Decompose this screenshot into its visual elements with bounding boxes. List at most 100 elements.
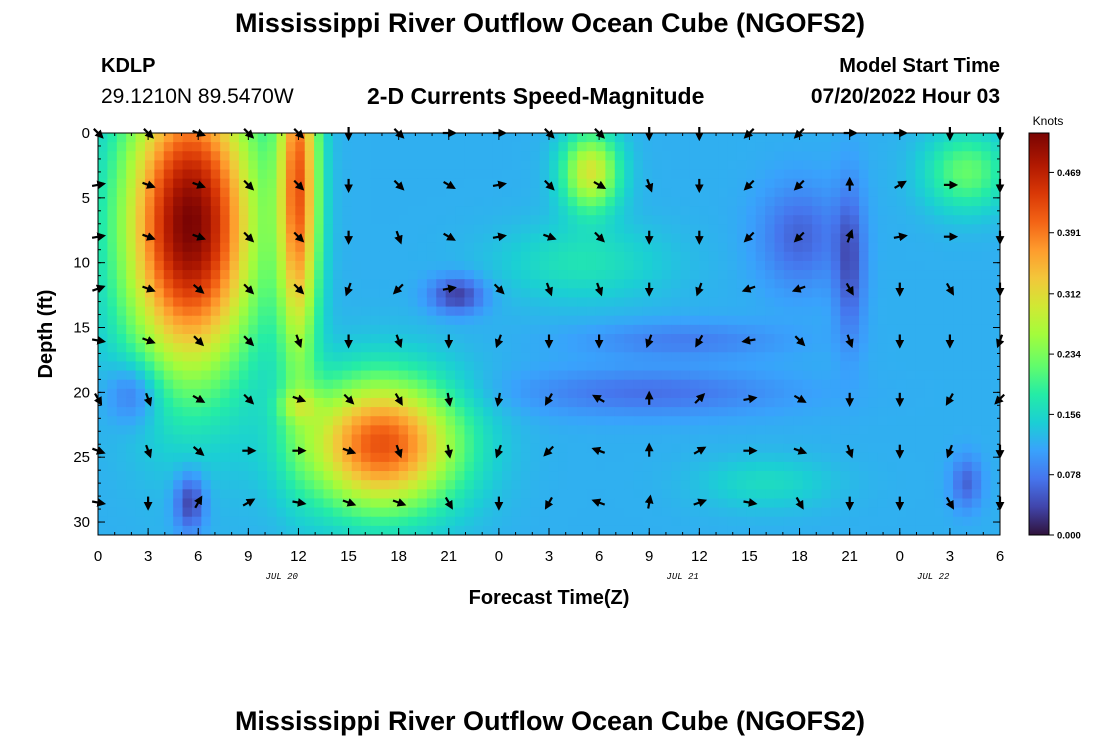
heatmap-cell: [567, 306, 578, 317]
heatmap-cell: [755, 498, 766, 509]
heatmap-cell: [605, 434, 616, 445]
heatmap-cell: [821, 178, 832, 189]
current-arrow: [293, 179, 305, 191]
heatmap-cell: [962, 480, 973, 490]
heatmap-cell: [229, 343, 240, 353]
heatmap-cell: [389, 370, 400, 381]
heatmap-cell: [736, 379, 747, 390]
heatmap-cell: [257, 251, 268, 262]
heatmap-cell: [558, 397, 569, 408]
heatmap-cell: [116, 334, 127, 344]
heatmap-cell: [436, 471, 447, 481]
heatmap-cell: [201, 187, 212, 198]
heatmap-cell: [586, 279, 597, 289]
heatmap-cell: [981, 370, 992, 381]
heatmap-cell: [981, 388, 992, 399]
heatmap-cell: [323, 324, 334, 335]
heatmap-cell: [445, 452, 456, 463]
heatmap-cell: [182, 388, 193, 399]
heatmap-cell: [859, 260, 870, 271]
heatmap-cell: [511, 516, 522, 527]
heatmap-cell: [126, 352, 137, 363]
heatmap-cell: [924, 279, 935, 289]
heatmap-cell: [426, 315, 437, 326]
heatmap-cell: [426, 352, 437, 363]
heatmap-cell: [370, 306, 381, 317]
heatmap-cell: [126, 425, 137, 436]
heatmap-cell: [614, 388, 625, 399]
heatmap-cell: [887, 471, 898, 481]
heatmap-cell: [323, 471, 334, 481]
heatmap-cell: [577, 133, 588, 143]
heatmap-cell: [464, 452, 475, 463]
heatmap-cell: [379, 361, 390, 372]
heatmap-cell: [736, 242, 747, 253]
heatmap-cell: [408, 352, 419, 363]
heatmap-cell: [361, 480, 372, 490]
heatmap-cell: [586, 224, 597, 235]
heatmap-cell: [163, 516, 174, 527]
heatmap-cell: [210, 187, 221, 198]
heatmap-cell: [699, 352, 710, 363]
heatmap-cell: [755, 224, 766, 235]
heatmap-cell: [332, 397, 343, 408]
heatmap-cell: [238, 233, 249, 244]
heatmap-cell: [595, 525, 606, 535]
heatmap-cell: [182, 324, 193, 335]
heatmap-cell: [924, 370, 935, 381]
heatmap-cell: [201, 516, 212, 527]
heatmap-cell: [821, 297, 832, 308]
heatmap-cell: [398, 242, 409, 253]
heatmap-cell: [774, 388, 785, 399]
heatmap-cell: [332, 324, 343, 335]
heatmap-cell: [896, 407, 907, 417]
heatmap-cell: [483, 507, 494, 518]
heatmap-cell: [530, 178, 541, 189]
heatmap-cell: [708, 178, 719, 189]
heatmap-cell: [314, 397, 325, 408]
heatmap-cell: [549, 471, 559, 481]
heatmap-cell: [680, 133, 691, 143]
heatmap-cell: [868, 251, 879, 262]
heatmap-cell: [201, 507, 212, 518]
heatmap-cell: [605, 233, 616, 244]
heatmap-cell: [586, 288, 597, 299]
heatmap-cell: [370, 461, 381, 472]
heatmap-cell: [840, 288, 851, 299]
heatmap-cell: [971, 480, 982, 490]
heatmap-cell: [868, 397, 879, 408]
heatmap-cell: [943, 461, 954, 472]
heatmap-cell: [483, 270, 494, 280]
heatmap-cell: [971, 443, 982, 454]
heatmap-cell: [718, 343, 729, 353]
heatmap-cell: [492, 142, 503, 152]
heatmap-cell: [746, 461, 757, 472]
heatmap-cell: [577, 215, 588, 225]
heatmap-cell: [718, 187, 729, 198]
heatmap-cell: [990, 315, 1000, 326]
heatmap-cell: [445, 434, 456, 445]
heatmap-cell: [840, 297, 851, 308]
heatmap-cell: [473, 169, 484, 180]
heatmap-cell: [793, 343, 804, 353]
heatmap-cell: [398, 416, 409, 426]
heatmap-cell: [586, 297, 597, 308]
heatmap-cell: [661, 489, 672, 500]
heatmap-cell: [953, 461, 964, 472]
heatmap-cell: [859, 133, 870, 143]
heatmap-cell: [859, 196, 870, 207]
heatmap-cell: [840, 133, 851, 143]
heatmap-cell: [210, 315, 221, 326]
heatmap-cell: [915, 306, 926, 317]
heatmap-cell: [530, 361, 541, 372]
heatmap-cell: [436, 315, 447, 326]
heatmap-cell: [774, 160, 785, 171]
heatmap-cell: [332, 480, 343, 490]
current-arrow: [443, 232, 456, 241]
heatmap-cell: [624, 306, 635, 317]
heatmap-cell: [116, 443, 127, 454]
heatmap-cell: [248, 443, 259, 454]
heatmap-cell: [426, 169, 437, 180]
heatmap-cell: [652, 352, 663, 363]
heatmap-cell: [830, 443, 841, 454]
